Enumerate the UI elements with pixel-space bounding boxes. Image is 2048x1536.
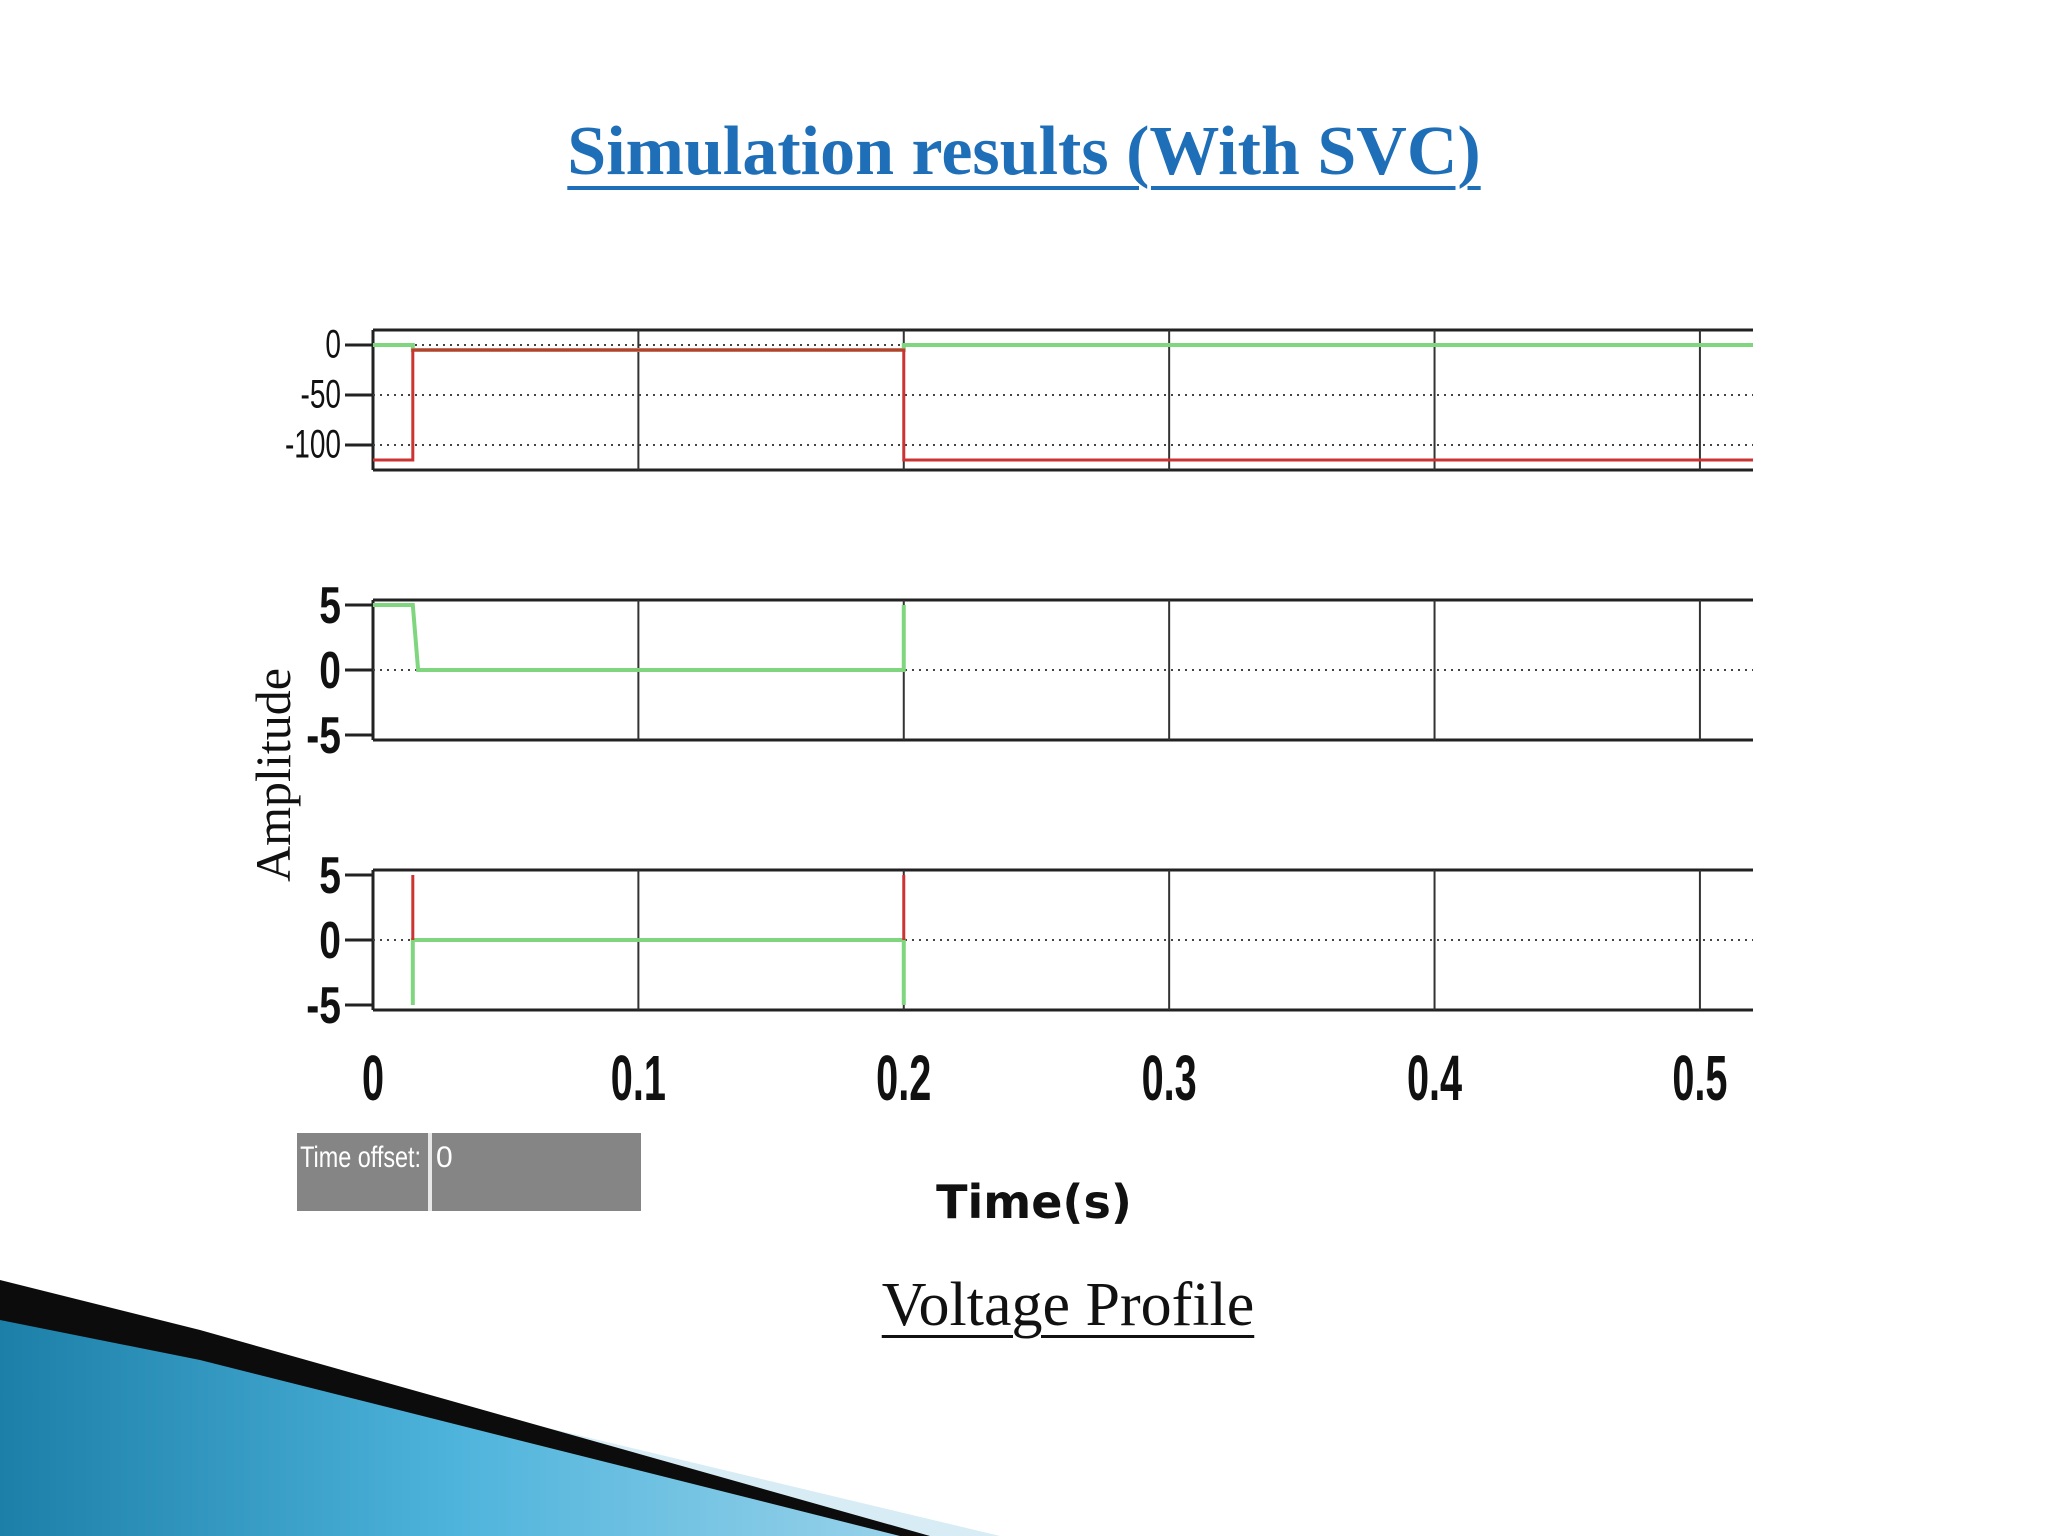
y-tick-label: 5 (319, 576, 341, 635)
x-tick-label: 0.1 (611, 1044, 666, 1115)
y-tick-label: -5 (306, 706, 341, 765)
panel-1-trace-red (373, 348, 1753, 462)
y-tick-label: 5 (319, 846, 341, 905)
x-tick-label: 0 (362, 1044, 384, 1115)
y-tick-label: -100 (285, 423, 341, 467)
corner-swoosh-decoration (0, 1280, 1000, 1536)
y-tick-label: -5 (306, 976, 341, 1035)
panel-3-trace-green (410, 938, 906, 1005)
x-axis-label: Time(s) (936, 1175, 1132, 1229)
panel-2-trace-green (373, 603, 906, 672)
x-tick-label: 0.5 (1672, 1044, 1727, 1115)
time-offset-field[interactable]: 0 (436, 1141, 453, 1174)
figure-caption: Voltage Profile (881, 1271, 1255, 1339)
swoosh-dark (0, 1280, 930, 1536)
slide-title: Simulation results (With SVC) (567, 113, 1481, 190)
y-tick-label: 0 (325, 323, 341, 367)
time-offset-label: Time offset: (300, 1141, 422, 1174)
x-tick-label: 0.3 (1142, 1044, 1197, 1115)
x-tick-label: 0.4 (1407, 1044, 1462, 1115)
time-offset-box: Time offset: 0 (297, 1133, 641, 1211)
y-tick-label: 0 (319, 641, 341, 700)
y-tick-label: -50 (301, 373, 341, 417)
y-tick-label: 0 (319, 911, 341, 970)
y-axis-label: Amplitude (245, 668, 301, 882)
x-tick-label: 0.2 (876, 1044, 931, 1115)
time-offset-divider (428, 1133, 432, 1211)
